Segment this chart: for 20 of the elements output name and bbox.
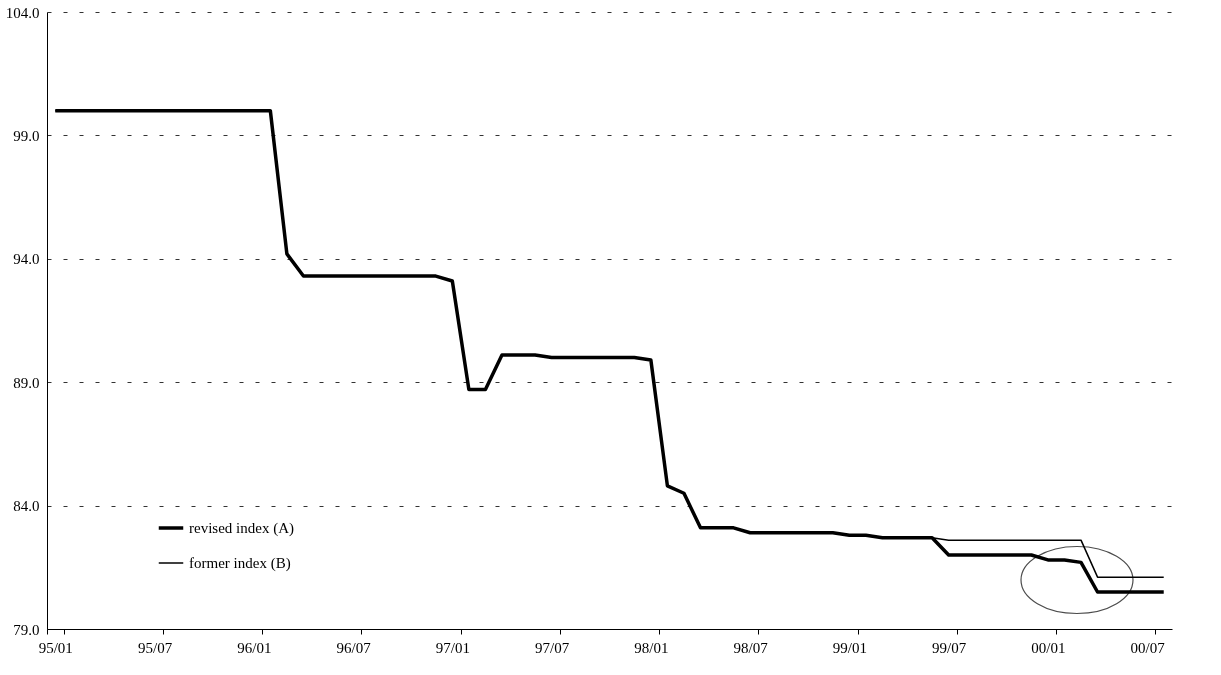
x-tick-label: 97/07 [535, 639, 570, 656]
x-tick-label: 98/07 [733, 639, 769, 656]
y-tick-label: 94.0 [13, 251, 40, 268]
y-tick-label: 79.0 [13, 621, 40, 638]
x-tick-label: 00/07 [1130, 639, 1166, 656]
x-tick-label: 99/01 [832, 639, 867, 656]
x-tick-label: 95/01 [38, 639, 73, 656]
y-tick-label: 104.0 [5, 4, 40, 21]
x-tick-label: 97/01 [435, 639, 470, 656]
y-tick-label: 84.0 [13, 498, 40, 515]
x-tick-label: 99/07 [932, 639, 967, 656]
legend-label: revised index (A) [189, 520, 294, 537]
y-tick-label: 99.0 [13, 127, 40, 144]
y-tick-label: 89.0 [13, 374, 40, 391]
x-tick-label: 95/07 [137, 639, 173, 656]
x-tick-label: 00/01 [1031, 639, 1066, 656]
x-tick-label: 98/01 [634, 639, 669, 656]
x-tick-label: 96/07 [336, 639, 372, 656]
x-tick-label: 96/01 [237, 639, 272, 656]
legend-label: former index (B) [189, 555, 291, 572]
